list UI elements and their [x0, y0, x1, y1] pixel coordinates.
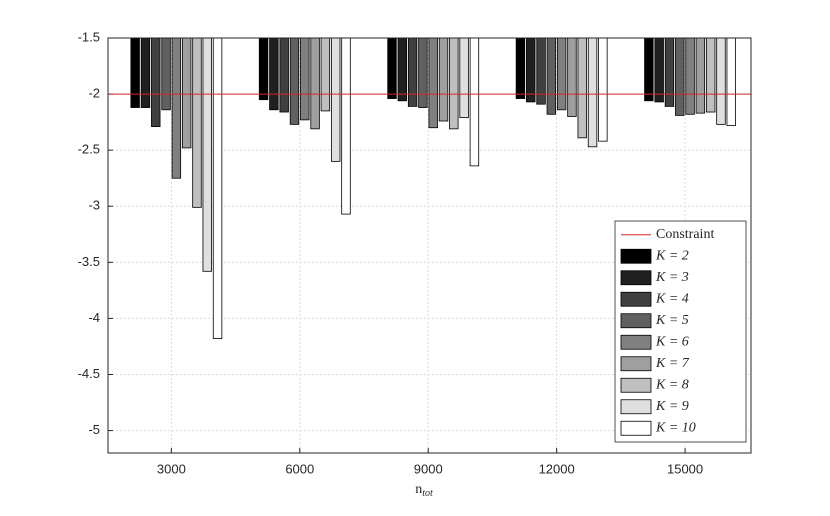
- legend-label: K = 8: [655, 377, 689, 392]
- bar: [438, 37, 449, 122]
- bar: [407, 37, 418, 107]
- legend-label: K = 2: [655, 248, 689, 263]
- bar: [202, 37, 212, 272]
- legend: Constraint K = 2 K = 3 K = 4 K = 5 K = 6 K = 7…: [614, 220, 747, 443]
- bar: [269, 37, 279, 111]
- y-tick-label: -4: [88, 310, 100, 325]
- x-tick-label: 6000: [285, 461, 314, 476]
- bar: [181, 37, 192, 149]
- bar: [397, 37, 408, 102]
- bar: [192, 37, 202, 208]
- x-label-base: n: [415, 482, 422, 497]
- x-tick-label: 12000: [539, 461, 575, 476]
- legend-label: K = 5: [655, 313, 689, 328]
- bar: [341, 37, 351, 215]
- bar: [387, 37, 397, 99]
- bar: [428, 37, 438, 129]
- legend-swatch: [620, 291, 652, 307]
- bar: [161, 37, 171, 111]
- y-tick-label: -2: [88, 86, 100, 101]
- bar: [130, 37, 140, 108]
- y-tick-label: -1.5: [78, 29, 100, 44]
- y-tick-label: -3: [88, 198, 100, 213]
- legend-label: K = 4: [655, 291, 689, 306]
- legend-label: K = 7: [655, 356, 690, 371]
- legend-label: K = 9: [655, 399, 689, 414]
- x-tick-label: 15000: [667, 461, 703, 476]
- bar: [577, 37, 587, 139]
- bar: [556, 37, 567, 111]
- bar: [418, 37, 428, 108]
- x-tick-label: 3000: [157, 461, 186, 476]
- bar: [567, 37, 577, 117]
- bar: [695, 37, 706, 114]
- bar: [546, 37, 557, 115]
- bar: [289, 37, 300, 125]
- legend-label: K = 3: [655, 270, 689, 285]
- y-tick-label: -5: [88, 422, 100, 437]
- legend-swatch: [620, 313, 652, 329]
- bar: [598, 37, 608, 142]
- bar: [587, 37, 598, 148]
- bar: [171, 37, 182, 179]
- bar: [310, 37, 320, 130]
- legend-swatch: [620, 334, 652, 350]
- legend-swatch: [620, 270, 652, 286]
- legend-label: K = 10: [655, 420, 696, 435]
- bar: [654, 37, 664, 103]
- x-axis-label: ntot: [415, 482, 433, 499]
- legend-swatch: [620, 248, 652, 264]
- bar: [716, 37, 726, 125]
- bar: [644, 37, 654, 102]
- x-tick-label: 9000: [414, 461, 443, 476]
- bar: [330, 37, 341, 162]
- y-tick-label: -3.5: [78, 254, 100, 269]
- bar: [685, 37, 695, 115]
- bar: [279, 37, 289, 113]
- bar: [675, 37, 685, 116]
- bar: [320, 37, 331, 112]
- legend-swatch: [620, 420, 652, 436]
- bar: [258, 37, 269, 101]
- bar: [664, 37, 675, 107]
- axes-box: [107, 37, 752, 454]
- x-label-subscript: tot: [422, 488, 433, 499]
- bar: [726, 37, 736, 126]
- bar: [449, 37, 459, 130]
- y-tick-label: -4.5: [78, 366, 100, 381]
- bar: [300, 37, 310, 121]
- legend-swatch: [620, 377, 652, 393]
- bar: [459, 37, 469, 119]
- legend-label: K = 6: [655, 334, 689, 349]
- bar: [151, 37, 161, 128]
- bar: [212, 37, 223, 339]
- bar: [469, 37, 480, 167]
- y-tick-label: -2.5: [78, 142, 100, 157]
- bar: [140, 37, 151, 108]
- bar: [515, 37, 526, 99]
- legend-swatch: [620, 399, 652, 415]
- bar: [526, 37, 536, 103]
- legend-swatch: [620, 356, 652, 372]
- bar: [705, 37, 716, 113]
- legend-label: Constraint: [656, 227, 714, 242]
